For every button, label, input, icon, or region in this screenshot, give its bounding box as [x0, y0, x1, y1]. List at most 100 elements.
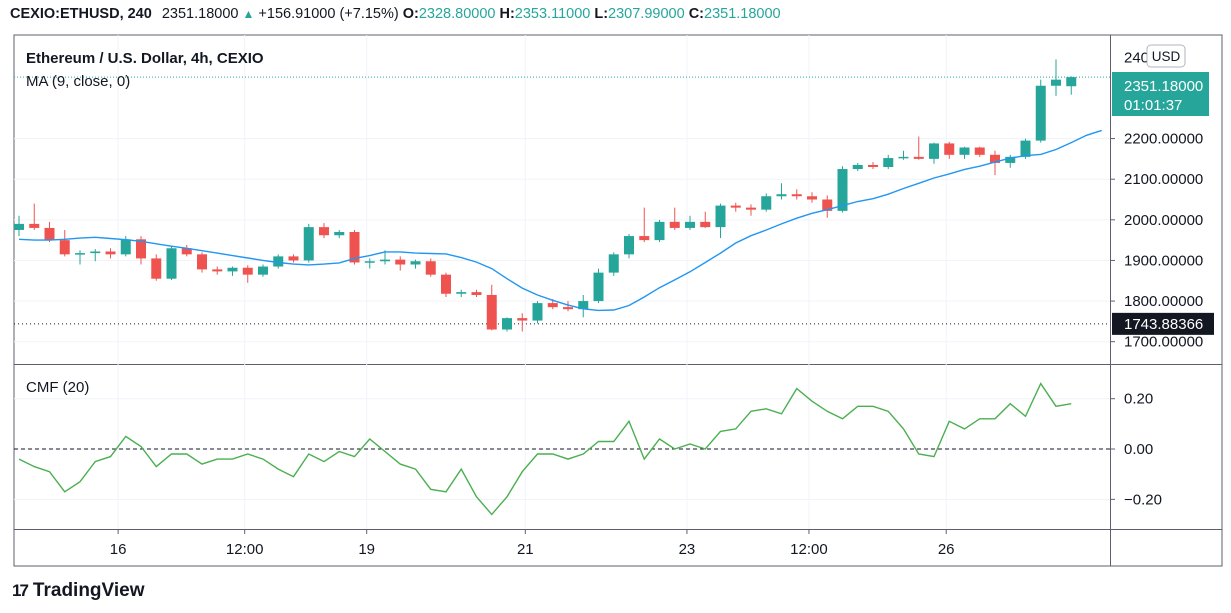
- cmf-legend[interactable]: CMF (20): [26, 379, 89, 396]
- candle: [29, 203, 40, 230]
- time-tick-label: 16: [110, 541, 127, 558]
- price-tick-label: 240: [1124, 49, 1149, 66]
- candle-body: [471, 292, 482, 295]
- candle-body: [807, 196, 817, 200]
- candle-body: [608, 254, 619, 273]
- high-label: H:: [499, 6, 515, 22]
- candle: [608, 252, 619, 276]
- candle: [151, 254, 162, 281]
- candle: [364, 258, 375, 269]
- time-tick-label: 12:00: [226, 541, 264, 558]
- candle-body: [136, 239, 146, 259]
- candle: [258, 264, 268, 277]
- candle: [852, 162, 863, 172]
- tradingview-logo[interactable]: 17 TradingView: [12, 580, 145, 602]
- price-tick-label: 1800.00000: [1124, 293, 1203, 310]
- candle-body: [486, 294, 497, 330]
- cmf-tick-label: 0.20: [1124, 391, 1153, 408]
- candle: [14, 215, 24, 237]
- close-label: C:: [688, 6, 704, 22]
- candle-body: [273, 256, 284, 267]
- candle: [883, 154, 894, 170]
- candle: [868, 162, 878, 170]
- candle: [441, 272, 451, 297]
- candle: [944, 141, 955, 159]
- candle-body: [944, 143, 955, 155]
- candle: [929, 142, 939, 164]
- candle: [227, 266, 238, 276]
- candle-body: [410, 261, 421, 265]
- candle: [181, 245, 192, 257]
- time-tick-label: 19: [358, 541, 375, 558]
- candle-body: [14, 223, 24, 230]
- candle-body: [868, 164, 878, 167]
- candle-body: [852, 164, 863, 170]
- candle-body: [75, 253, 85, 255]
- candles-layer: [14, 59, 1077, 332]
- candle-body: [364, 261, 375, 263]
- cmf-tick-label: −0.20: [1124, 491, 1162, 508]
- candle: [90, 249, 101, 262]
- candle-body: [44, 227, 55, 241]
- candle: [517, 313, 528, 332]
- candle: [319, 223, 329, 239]
- time-tick-label: 23: [679, 541, 696, 558]
- last-price: 2351.18000: [161, 6, 239, 22]
- last-price-badge-value: 2351.18000: [1124, 78, 1203, 95]
- price-axis[interactable]: 2200.00000 2100.00000 2000.00000 1900.00000…: [1110, 49, 1203, 351]
- candle-body: [166, 248, 177, 279]
- open-label: O:: [402, 6, 419, 22]
- open-value: 2328.80000: [418, 6, 496, 22]
- candle-body: [593, 272, 604, 302]
- candle: [532, 301, 543, 324]
- candle: [303, 223, 314, 263]
- candle-body: [303, 227, 314, 261]
- candle: [456, 289, 467, 297]
- cmf-tick-label: 0.00: [1124, 441, 1153, 458]
- candle: [59, 229, 70, 257]
- candle: [669, 207, 680, 230]
- candle-body: [822, 199, 833, 211]
- ma-legend[interactable]: MA (9, close, 0): [26, 73, 130, 90]
- candle-body: [639, 236, 650, 241]
- time-axis[interactable]: 16 12:00 19 21 23 12:00 26: [110, 529, 955, 558]
- candle-body: [669, 221, 680, 228]
- candle-body: [837, 169, 848, 211]
- candle: [761, 193, 772, 212]
- symbol-header: CEXIO:ETHUSD, 240 2351.18000 ▲ +156.9100…: [10, 6, 781, 28]
- candle: [898, 150, 909, 160]
- candle-body: [883, 158, 894, 167]
- candle-body: [898, 156, 909, 159]
- candle: [624, 234, 634, 259]
- candle: [288, 254, 299, 263]
- candle-body: [212, 269, 223, 272]
- candle-body: [700, 221, 711, 228]
- candle: [654, 219, 665, 243]
- candle-body: [563, 307, 573, 310]
- symbol-label[interactable]: CEXIO:ETHUSD, 240: [10, 6, 152, 22]
- candle-body: [990, 154, 1000, 163]
- candle-body: [197, 254, 207, 270]
- candle-body: [1035, 85, 1046, 141]
- candle: [44, 221, 55, 243]
- candle: [700, 211, 711, 228]
- time-tick-label: 26: [938, 541, 955, 558]
- candle-body: [532, 303, 543, 321]
- candle-body: [776, 194, 787, 197]
- candle-body: [547, 303, 558, 308]
- crosshair-value: 1743.88366: [1124, 316, 1203, 333]
- candle-body: [761, 196, 772, 210]
- cmf-axis[interactable]: 0.20 0.00 −0.20: [1110, 391, 1162, 509]
- candle-body: [791, 194, 802, 197]
- ma-line: [18, 129, 1102, 312]
- low-value: 2307.99000: [608, 6, 685, 22]
- candle: [715, 203, 726, 239]
- candle-body: [578, 301, 589, 310]
- candle: [212, 266, 223, 275]
- candle-body: [685, 221, 695, 228]
- currency-button[interactable]: [1146, 44, 1186, 68]
- candle-body: [334, 232, 345, 236]
- price-tick-label: 2100.00000: [1124, 171, 1203, 188]
- time-tick-label: 21: [517, 541, 534, 558]
